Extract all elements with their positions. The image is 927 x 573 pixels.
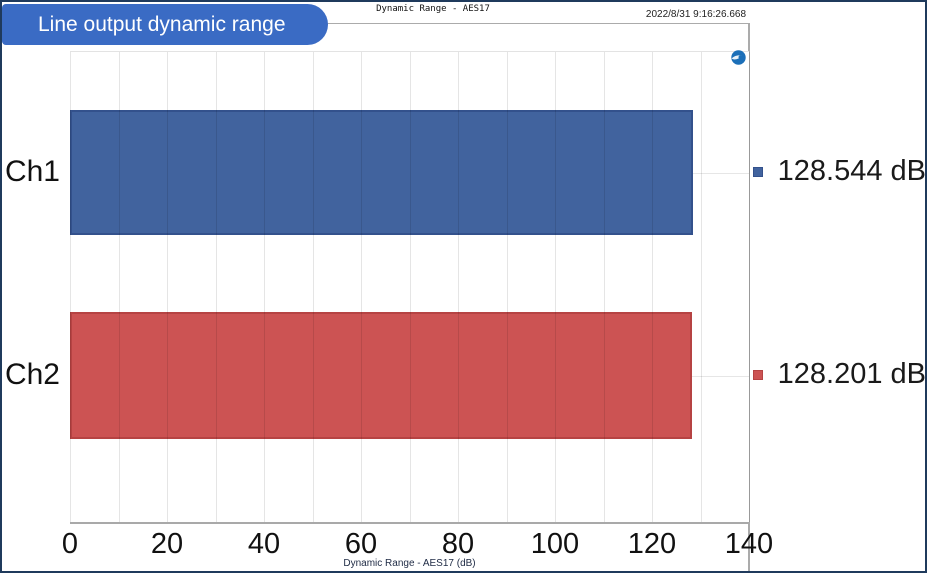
gridline	[458, 52, 459, 522]
x-tick-label-120: 120	[627, 528, 677, 560]
x-tick-label-60: 60	[344, 528, 378, 560]
x-tick-label-0: 0	[61, 528, 79, 560]
gridline	[555, 52, 556, 522]
bar-ch1	[70, 110, 694, 235]
category-label-ch2: Ch2	[4, 357, 60, 391]
x-tick-label-20: 20	[150, 528, 184, 560]
gridline	[749, 52, 750, 522]
gridline	[264, 52, 265, 522]
x-tick-label-140: 140	[724, 528, 774, 560]
gridline	[409, 52, 411, 522]
gridline	[312, 52, 314, 522]
category-label-ch1: Ch1	[4, 154, 60, 188]
plot-area[interactable]	[70, 51, 750, 524]
gridline	[167, 52, 168, 522]
gridline	[603, 52, 605, 522]
value-label-ch2: 128.201 dB	[777, 358, 926, 390]
gridline	[700, 52, 702, 522]
bar-ch2	[70, 312, 692, 439]
chart-title: Dynamic Range - AES17	[376, 4, 490, 14]
gridline	[118, 52, 120, 522]
x-axis-label: Dynamic Range - AES17 (dB)	[343, 558, 476, 569]
gridline	[215, 52, 217, 522]
x-tick-label-40: 40	[247, 528, 281, 560]
timestamp: 2022/8/31 9:16:26.668	[645, 9, 746, 20]
x-tick-label-80: 80	[441, 528, 475, 560]
audio-precision-logo-icon	[731, 50, 746, 65]
annotation-banner-label: Line output dynamic range	[38, 12, 286, 36]
annotation-banner: Line output dynamic range	[2, 4, 328, 45]
gridline	[506, 52, 508, 522]
gridline	[70, 52, 71, 522]
value-label-ch1: 128.544 dB	[777, 155, 926, 187]
legend-marker-ch2	[753, 369, 763, 380]
x-tick-label-100: 100	[530, 528, 580, 560]
gridline	[652, 52, 653, 522]
gridline	[361, 52, 362, 522]
legend-marker-ch1	[753, 166, 763, 177]
